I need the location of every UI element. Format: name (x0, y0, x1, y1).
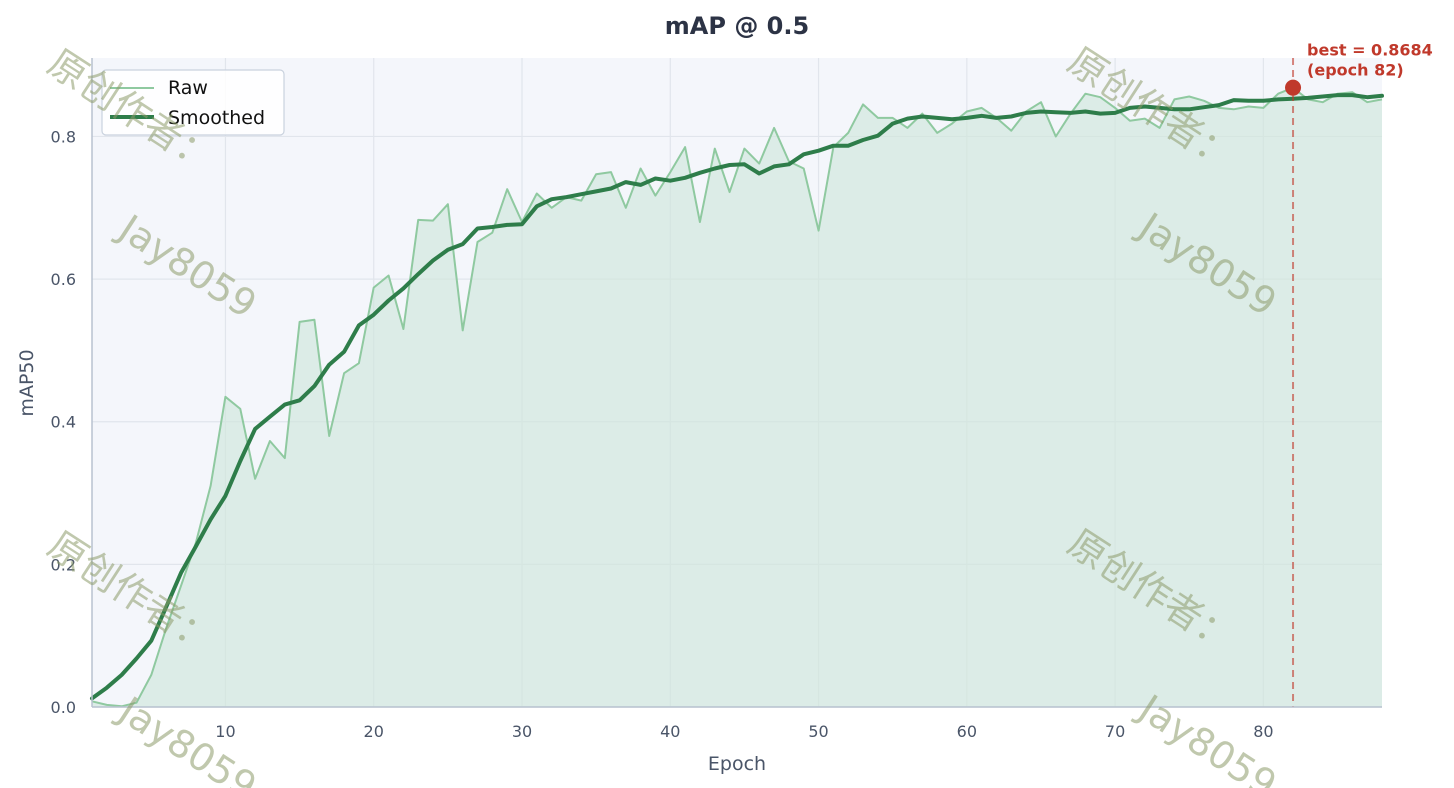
x-tick-label: 80 (1253, 722, 1273, 741)
y-axis-label: mAP50 (16, 349, 38, 416)
x-tick-label: 40 (660, 722, 680, 741)
series-line-raw (91, 86, 1383, 708)
y-tick-label: 0.6 (51, 270, 76, 289)
x-tick-label: 50 (808, 722, 828, 741)
x-tick-label: 70 (1105, 722, 1125, 741)
x-axis-label: Epoch (708, 753, 766, 775)
chart-title: mAP @ 0.5 (665, 12, 809, 40)
best-annotation-epoch: (epoch 82) (1307, 61, 1404, 80)
y-tick-labels: 0.0 0.2 0.4 0.6 0.8 (51, 127, 76, 717)
x-tick-label: 10 (215, 722, 235, 741)
y-tick-label: 0.2 (51, 555, 76, 574)
x-tick-labels: 10 20 30 40 50 60 70 80 (215, 722, 1273, 741)
y-tick-label: 0.8 (51, 127, 76, 146)
x-tick-label: 60 (957, 722, 977, 741)
legend: Raw Smoothed (101, 69, 285, 136)
x-tick-label: 20 (364, 722, 384, 741)
legend-label-raw: Raw (168, 77, 208, 99)
best-annotation-value: best = 0.8684 (1307, 41, 1433, 60)
series-line-smoothed (90, 93, 1384, 701)
legend-label-smoothed: Smoothed (168, 107, 265, 129)
y-tick-label: 0.0 (51, 698, 76, 717)
best-point-marker (1285, 79, 1302, 96)
x-tick-label: 30 (512, 722, 532, 741)
y-tick-label: 0.4 (51, 413, 76, 432)
area-fill-under-raw (92, 87, 1382, 707)
